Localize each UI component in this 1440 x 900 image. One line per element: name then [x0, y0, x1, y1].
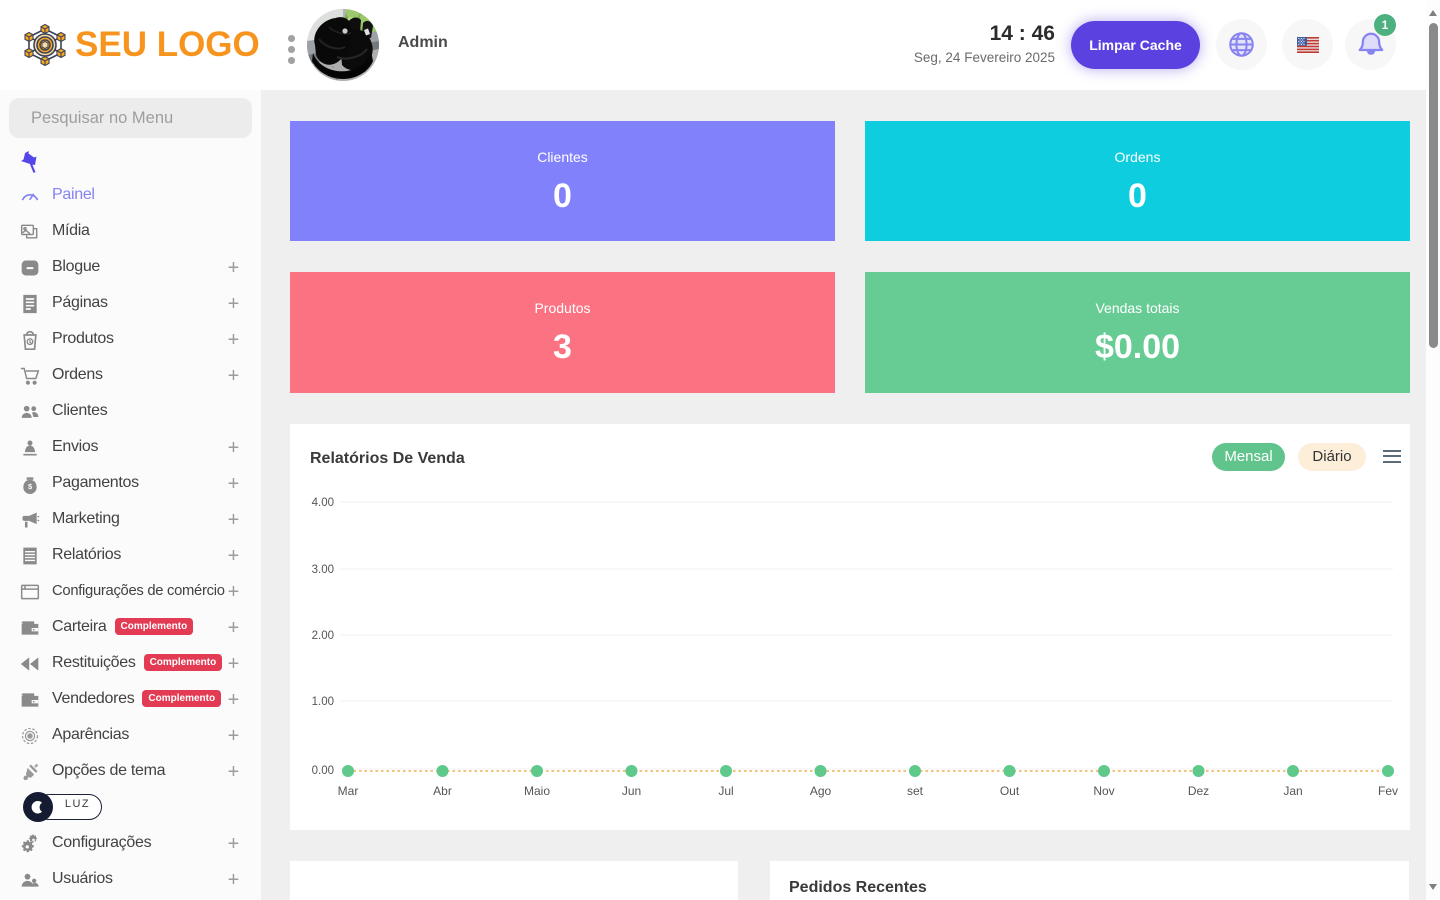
svg-text:Jan: Jan: [1283, 784, 1302, 798]
svg-text:Jul: Jul: [718, 784, 733, 798]
svg-text:Fev: Fev: [1378, 784, 1398, 798]
svg-text:0.00: 0.00: [312, 765, 334, 777]
svg-text:Jun: Jun: [622, 784, 641, 798]
svg-text:Maio: Maio: [524, 784, 550, 798]
svg-text:set: set: [907, 784, 924, 798]
svg-text:Nov: Nov: [1093, 784, 1114, 798]
svg-text:3.00: 3.00: [312, 564, 334, 576]
svg-text:Mar: Mar: [338, 784, 359, 798]
svg-text:2.00: 2.00: [312, 630, 334, 642]
svg-text:Dez: Dez: [1188, 784, 1209, 798]
svg-text:Abr: Abr: [433, 784, 452, 798]
svg-text:1.00: 1.00: [312, 696, 334, 708]
svg-text:Out: Out: [1000, 784, 1020, 798]
svg-text:$: $: [28, 482, 33, 491]
svg-text:Ago: Ago: [810, 784, 832, 798]
svg-text:4.00: 4.00: [312, 497, 334, 509]
